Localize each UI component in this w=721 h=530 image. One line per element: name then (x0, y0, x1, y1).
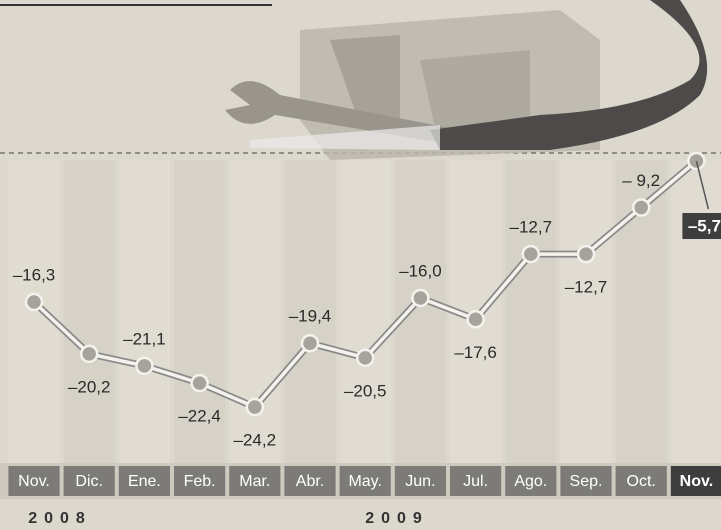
value-label: –12,7 (565, 278, 608, 297)
column-stripe (340, 160, 391, 463)
point (357, 350, 373, 366)
column-stripe (8, 160, 59, 463)
point (578, 246, 594, 262)
point (412, 290, 428, 306)
value-label: –17,6 (454, 343, 497, 362)
x-tick-label: Nov. (680, 473, 713, 490)
x-tick-label: Mar. (239, 473, 270, 490)
column-stripe (671, 160, 721, 463)
x-tick-label: Dic. (75, 473, 103, 490)
year-label: 2009 (365, 510, 429, 527)
value-label: –12,7 (510, 218, 553, 237)
column-stripe (64, 160, 115, 463)
x-tick-label: Feb. (184, 473, 216, 490)
value-label: –19,4 (289, 307, 332, 326)
x-tick-label: Sep. (570, 473, 603, 490)
point (81, 346, 97, 362)
x-tick-label: Oct. (627, 473, 656, 490)
chart: –16,3 –20,2 –21,1 –22,4 –24,2 –19,4 –20,5 –16,0… (0, 0, 721, 530)
value-label: –20,5 (344, 381, 387, 400)
x-tick-label: Ago. (514, 473, 547, 490)
point (523, 246, 539, 262)
value-label: – 9,2 (622, 171, 660, 190)
x-tick-label: May. (348, 473, 381, 490)
x-tick-label: Jul. (463, 473, 488, 490)
value-label: –16,3 (13, 265, 56, 284)
column-stripe (560, 160, 611, 463)
value-label: –21,1 (123, 329, 166, 348)
point (633, 200, 649, 216)
x-tick-label: Abr. (296, 473, 324, 490)
point (26, 294, 42, 310)
column-stripe (119, 160, 170, 463)
year-label: 2008 (28, 510, 92, 527)
column-stripe (229, 160, 280, 463)
value-label: –5,7 (688, 216, 721, 235)
value-label: –22,4 (178, 407, 221, 426)
x-tick-label: Ene. (128, 473, 161, 490)
x-tick-label: Nov. (18, 473, 50, 490)
column-stripe (505, 160, 556, 463)
point (192, 375, 208, 391)
value-label: –20,2 (68, 377, 111, 396)
point (302, 335, 318, 351)
point (468, 311, 484, 327)
value-label: –16,0 (399, 261, 442, 280)
value-label: –24,2 (234, 431, 277, 450)
point (136, 358, 152, 374)
point (247, 399, 263, 415)
column-stripe (395, 160, 446, 463)
x-tick-label: Jun. (405, 473, 435, 490)
